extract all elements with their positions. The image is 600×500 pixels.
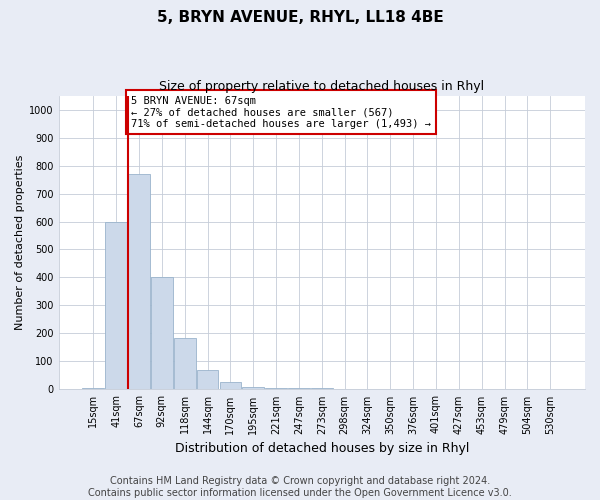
Bar [311, 388, 332, 390]
Bar [151, 278, 173, 390]
Bar [265, 388, 287, 390]
Y-axis label: Number of detached properties: Number of detached properties [15, 155, 25, 330]
Title: Size of property relative to detached houses in Rhyl: Size of property relative to detached ho… [159, 80, 484, 93]
Bar [288, 388, 310, 390]
Bar [220, 382, 241, 390]
Text: 5 BRYN AVENUE: 67sqm
← 27% of detached houses are smaller (567)
71% of semi-deta: 5 BRYN AVENUE: 67sqm ← 27% of detached h… [131, 96, 431, 129]
Bar [106, 222, 127, 390]
Bar [242, 386, 264, 390]
Bar [197, 370, 218, 390]
Text: 5, BRYN AVENUE, RHYL, LL18 4BE: 5, BRYN AVENUE, RHYL, LL18 4BE [157, 10, 443, 25]
Bar [174, 338, 196, 390]
X-axis label: Distribution of detached houses by size in Rhyl: Distribution of detached houses by size … [175, 442, 469, 455]
Bar [82, 388, 104, 390]
Bar [128, 174, 150, 390]
Text: Contains HM Land Registry data © Crown copyright and database right 2024.
Contai: Contains HM Land Registry data © Crown c… [88, 476, 512, 498]
